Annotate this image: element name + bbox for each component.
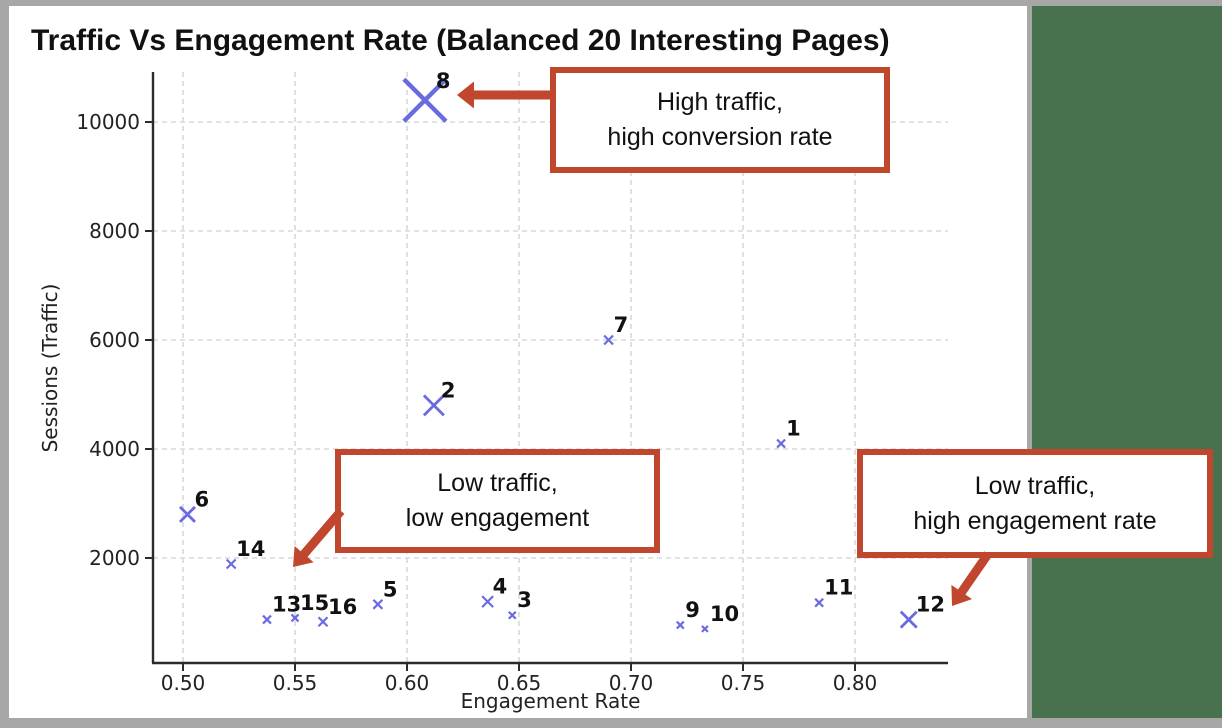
y-tick-label: 4000: [89, 437, 140, 461]
data-point-marker-12: [899, 610, 918, 629]
data-point-label-9: 9: [685, 598, 700, 622]
data-point-marker-13: [262, 614, 272, 625]
marker-stroke: [676, 620, 685, 630]
y-tick-label: 6000: [89, 328, 140, 352]
marker-stroke: [262, 614, 272, 625]
x-tick-label: 0.70: [609, 671, 654, 695]
marker-stroke: [372, 599, 384, 610]
data-point-label-12: 12: [916, 593, 945, 617]
callout-text-line: high engagement rate: [913, 506, 1157, 535]
y-tick-label: 10000: [76, 110, 140, 134]
data-point-label-11: 11: [824, 576, 853, 600]
x-tick-label: 0.80: [833, 671, 878, 695]
data-point-label-5: 5: [383, 577, 398, 601]
x-tick-label: 0.55: [273, 671, 318, 695]
data-point-marker-3: [508, 610, 517, 620]
data-point-marker-10: [701, 625, 709, 633]
data-point-label-15: 15: [300, 591, 329, 615]
callout-text-line: High traffic,: [657, 88, 783, 116]
marker-stroke: [701, 625, 709, 633]
marker-stroke: [899, 610, 918, 629]
data-point-marker-8: [402, 77, 448, 123]
data-point-marker-1: [776, 438, 786, 449]
marker-stroke: [225, 558, 237, 570]
callout-low-traffic-high-engagement: Low traffic, high engagement rate: [857, 449, 1213, 558]
data-point-marker-9: [676, 620, 685, 630]
data-point-label-10: 10: [710, 602, 739, 626]
data-point-label-3: 3: [517, 588, 532, 612]
marker-stroke: [402, 77, 448, 123]
callout-high-traffic: High traffic, high conversion rate: [550, 67, 890, 173]
marker-stroke: [290, 613, 300, 623]
marker-stroke: [481, 595, 494, 608]
y-tick-label: 2000: [89, 546, 140, 570]
marker-stroke: [776, 438, 786, 449]
data-point-label-16: 16: [328, 595, 357, 619]
marker-stroke: [814, 597, 824, 608]
x-axis-label: Engagement Rate: [461, 689, 641, 713]
data-point-marker-7: [603, 334, 614, 346]
callout-text-line: Low traffic,: [437, 469, 558, 497]
x-tick-label: 0.50: [161, 671, 206, 695]
x-tick-label: 0.75: [721, 671, 766, 695]
chart-title: Traffic Vs Engagement Rate (Balanced 20 …: [31, 24, 890, 57]
y-tick-label: 8000: [89, 219, 140, 243]
data-point-marker-14: [225, 558, 237, 570]
data-point-marker-11: [814, 597, 824, 608]
callout-text-line: high conversion rate: [607, 123, 833, 151]
data-point-label-1: 1: [786, 417, 801, 441]
marker-stroke: [603, 334, 614, 346]
data-point-label-7: 7: [614, 313, 629, 337]
data-point-label-2: 2: [441, 378, 456, 402]
marker-stroke: [508, 610, 517, 620]
data-point-label-14: 14: [236, 537, 265, 561]
data-point-label-8: 8: [436, 69, 451, 93]
desktop-background: [1032, 6, 1222, 718]
data-point-marker-5: [372, 599, 384, 610]
callout-text-line: low engagement: [405, 504, 590, 532]
data-point-marker-6: [178, 505, 196, 523]
data-point-marker-2: [422, 394, 445, 417]
data-point-marker-16: [317, 616, 329, 628]
data-point-marker-4: [481, 595, 494, 608]
marker-stroke: [317, 616, 329, 628]
data-point-label-6: 6: [194, 487, 209, 511]
callout-text-line: Low traffic,: [974, 471, 1096, 500]
x-tick-label: 0.65: [497, 671, 542, 695]
data-point-label-4: 4: [493, 575, 508, 599]
marker-stroke: [422, 394, 445, 417]
callout-low-traffic-low-engagement: Low traffic, low engagement: [335, 449, 660, 553]
x-tick-label: 0.60: [385, 671, 430, 695]
y-axis-label: Sessions (Traffic): [38, 284, 62, 453]
data-point-marker-15: [290, 613, 300, 623]
data-point-label-13: 13: [272, 593, 301, 617]
marker-stroke: [178, 505, 196, 523]
